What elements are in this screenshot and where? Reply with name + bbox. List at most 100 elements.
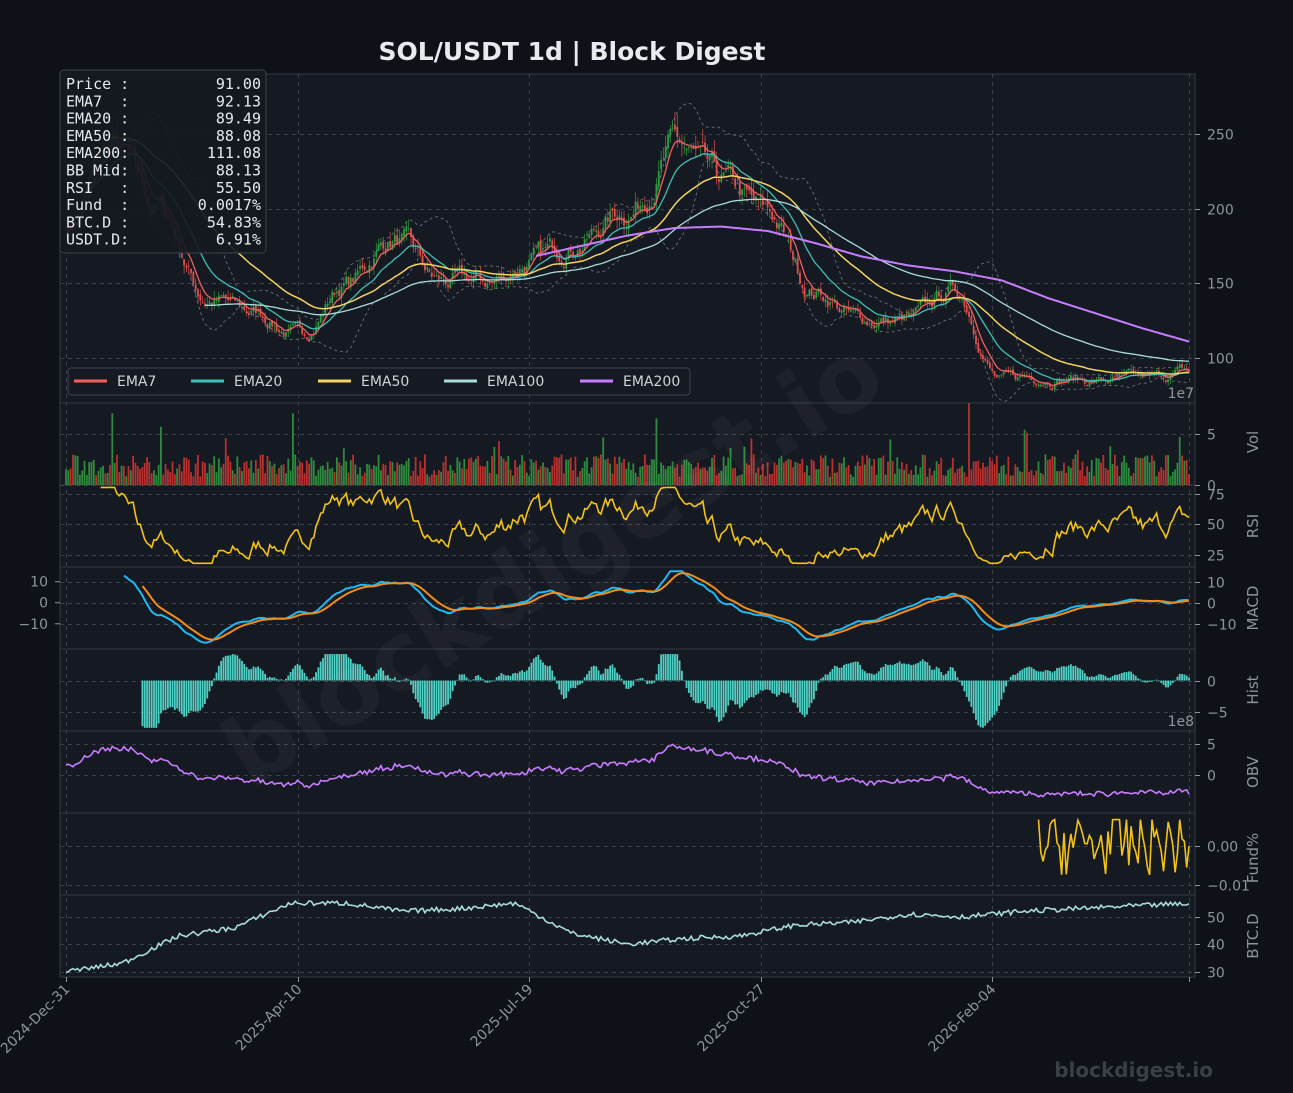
hist-bar xyxy=(822,677,825,681)
ema-line-ema100 xyxy=(204,198,1190,362)
hist-bar xyxy=(748,680,750,698)
volume-bar xyxy=(505,461,507,485)
candle-body xyxy=(759,196,762,198)
hist-bar xyxy=(208,680,211,692)
hist-bar xyxy=(1074,665,1077,681)
volume-bar xyxy=(984,467,987,485)
candle-body xyxy=(623,217,625,226)
hist-bar xyxy=(706,680,709,709)
rsi-tick-label: 25 xyxy=(1207,549,1225,565)
volume-bar xyxy=(917,474,919,485)
hist-bar xyxy=(697,680,700,704)
candle-body xyxy=(873,325,875,329)
hist-bar xyxy=(417,680,419,703)
volume-bar xyxy=(759,474,762,485)
hist-bar xyxy=(602,673,605,681)
candle-body xyxy=(884,317,887,321)
hist-bar xyxy=(641,677,644,681)
volume-bar xyxy=(95,475,98,485)
candle-body xyxy=(363,266,366,270)
bollinger-lower xyxy=(109,160,1190,402)
footer-watermark: blockdigest.io xyxy=(1054,1058,1213,1082)
hist-bar xyxy=(150,680,153,728)
hist-bar xyxy=(391,679,394,681)
candle-body xyxy=(1019,375,1021,378)
volume-bar xyxy=(988,457,991,485)
hist-bar xyxy=(606,668,609,681)
volume-bar xyxy=(261,454,264,485)
candle-body xyxy=(729,164,732,165)
hist-bar xyxy=(1137,678,1139,681)
volume-bar xyxy=(887,461,889,485)
candle-body xyxy=(423,264,426,271)
volume-bar xyxy=(331,467,334,485)
candle-body xyxy=(1083,379,1086,384)
volume-bar xyxy=(421,467,424,485)
candle-body xyxy=(979,352,982,355)
hist-bar xyxy=(613,667,616,681)
hist-bar xyxy=(491,680,493,682)
hist-bar xyxy=(1056,667,1058,681)
volume-bar xyxy=(1002,464,1005,485)
candle-body xyxy=(1125,371,1128,373)
volume-bar xyxy=(400,464,403,485)
hist-bar xyxy=(919,661,922,681)
hist-bar xyxy=(792,680,794,703)
volume-bar xyxy=(657,473,660,485)
candle-body xyxy=(336,291,338,294)
candle-body xyxy=(803,287,806,298)
candle-body xyxy=(535,246,537,248)
candle-body xyxy=(595,230,598,233)
volume-bar xyxy=(442,462,445,485)
volume-bar xyxy=(326,461,329,485)
hist-bar xyxy=(1012,674,1014,681)
candle-body xyxy=(308,338,311,342)
candle-body xyxy=(887,318,889,324)
candle-body xyxy=(551,240,554,248)
volume-bar xyxy=(217,458,220,485)
candle-body xyxy=(215,299,218,301)
volume-bar xyxy=(697,462,700,485)
candle-body xyxy=(245,311,248,314)
candle-body xyxy=(1016,377,1019,381)
hist-bar xyxy=(285,678,287,681)
candle-body xyxy=(278,330,280,333)
volume-bar xyxy=(1076,449,1079,485)
hist-bar xyxy=(449,680,452,699)
volume-bar xyxy=(579,471,581,485)
candle-body xyxy=(185,265,188,268)
hist-bar xyxy=(618,674,621,681)
volume-bar xyxy=(961,465,963,485)
candle-body xyxy=(405,226,408,232)
hist-bar xyxy=(664,654,667,681)
hist-bar xyxy=(914,663,917,681)
hist-bar xyxy=(560,680,563,695)
hist-bar xyxy=(660,654,662,681)
candle-body xyxy=(780,222,783,227)
hist-bar xyxy=(718,680,720,723)
volume-bar xyxy=(935,461,938,485)
candle-body xyxy=(426,267,429,270)
hist-bar xyxy=(1053,670,1056,681)
candle-body xyxy=(859,312,862,318)
volume-bar xyxy=(762,463,764,485)
hist-bar xyxy=(1002,680,1005,693)
volume-bar xyxy=(507,455,510,485)
hist-bar xyxy=(817,680,820,683)
volume-bar xyxy=(565,459,568,485)
price-tick-label: 150 xyxy=(1207,277,1234,293)
volume-bar xyxy=(792,467,794,485)
candle-body xyxy=(590,228,593,236)
volume-bar xyxy=(894,473,896,485)
candle-body xyxy=(775,222,778,229)
volume-bar xyxy=(829,476,832,485)
candle-body xyxy=(1130,369,1133,371)
volume-bar xyxy=(403,465,405,485)
hist-bar xyxy=(356,664,359,681)
hist-bar xyxy=(931,669,933,681)
volume-bar xyxy=(558,457,561,485)
volume-bar xyxy=(414,456,417,485)
candle-body xyxy=(271,320,273,327)
volume-bar xyxy=(889,439,892,485)
volume-bar xyxy=(942,475,945,485)
